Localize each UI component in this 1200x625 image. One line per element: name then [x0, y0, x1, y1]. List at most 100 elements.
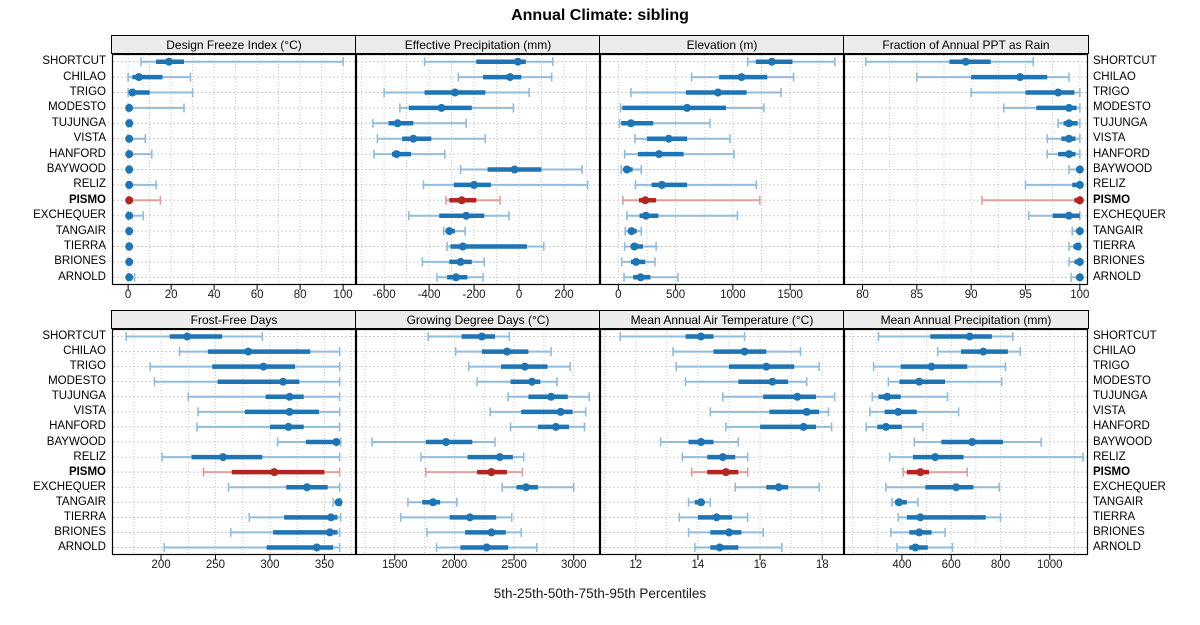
- median-dot: [442, 438, 451, 446]
- median-dot: [506, 73, 515, 82]
- site-series: [421, 257, 485, 267]
- site-label-left: PISMO: [68, 465, 106, 478]
- median-dot: [1075, 273, 1084, 282]
- site-label-right: BAYWOOD: [1093, 435, 1153, 448]
- site-series: [721, 392, 836, 402]
- median-dot: [477, 332, 486, 341]
- panel-title: Fraction of Annual PPT as Rain: [882, 37, 1050, 52]
- site-series: [435, 542, 538, 552]
- site-series: [1046, 134, 1081, 144]
- site-series: [149, 362, 341, 372]
- median-dot: [482, 543, 491, 552]
- median-dot: [259, 362, 268, 371]
- median-dot: [457, 196, 466, 205]
- x-tick-label: 95: [1019, 289, 1032, 301]
- site-series: [227, 482, 341, 492]
- site-series: [445, 195, 501, 205]
- median-dot: [916, 468, 925, 477]
- panel-title: Growing Degree Days (°C): [406, 312, 550, 327]
- x-tick-label: 85: [910, 289, 924, 301]
- x-tick-label: 60: [250, 289, 264, 301]
- panel-title: Effective Precipitation (mm): [404, 37, 552, 52]
- panel-border: [111, 328, 357, 556]
- site-series: [619, 103, 765, 113]
- x-tick-label: 16: [753, 559, 767, 571]
- site-label-left: CHILAO: [63, 70, 106, 83]
- site-series: [709, 407, 830, 417]
- median-dot: [334, 498, 343, 507]
- site-series: [902, 467, 969, 477]
- site-series: [865, 422, 924, 432]
- median-dot: [1073, 242, 1082, 251]
- median-dot: [325, 528, 334, 537]
- site-series: [885, 482, 1001, 492]
- site-label-left: BRIONES: [54, 525, 106, 538]
- site-label-left: TUJUNGA: [51, 116, 106, 129]
- site-series: [332, 497, 343, 507]
- site-series: [501, 482, 575, 492]
- x-tick-label: 12: [629, 559, 643, 571]
- site-series: [690, 467, 749, 477]
- median-dot: [1075, 165, 1084, 174]
- median-dot: [128, 88, 137, 97]
- site-series: [890, 527, 946, 537]
- median-dot: [458, 242, 467, 251]
- median-dot: [881, 422, 890, 431]
- site-series: [687, 497, 712, 507]
- site-label-left: TUJUNGA: [51, 390, 106, 403]
- median-dot: [1075, 180, 1084, 189]
- median-dot: [445, 227, 454, 236]
- median-dot: [437, 103, 446, 112]
- median-dot: [915, 377, 924, 386]
- site-label-right: BRIONES: [1093, 255, 1145, 268]
- site-series: [871, 392, 949, 402]
- median-dot: [968, 438, 977, 446]
- site-series: [163, 542, 341, 552]
- median-dot: [502, 347, 511, 356]
- site-label-left: BAYWOOD: [46, 435, 106, 448]
- median-dot: [125, 180, 134, 189]
- median-dot: [712, 513, 721, 522]
- median-dot: [1075, 227, 1084, 236]
- site-series: [734, 482, 820, 492]
- site-series: [383, 88, 530, 97]
- median-dot: [715, 543, 724, 552]
- median-dot: [721, 468, 730, 477]
- site-series: [981, 195, 1084, 205]
- site-series: [408, 211, 510, 221]
- x-tick-label: 600: [941, 559, 961, 571]
- x-tick-label: 2000: [441, 559, 468, 571]
- median-dot: [927, 362, 936, 371]
- site-series: [684, 377, 808, 387]
- median-dot: [312, 543, 321, 552]
- site-series: [1027, 211, 1081, 221]
- site-label-right: TANGAIR: [1093, 495, 1144, 508]
- x-tick-label: 350: [314, 559, 334, 571]
- panel-plot: [599, 328, 845, 560]
- site-series: [887, 377, 1003, 387]
- site-label-right: PISMO: [1093, 465, 1131, 478]
- site-label-left: RELIZ: [73, 450, 106, 463]
- site-series: [125, 332, 264, 342]
- site-series: [125, 242, 134, 251]
- site-label-left: EXCHEQUER: [33, 209, 106, 222]
- site-series: [125, 165, 134, 174]
- site-label-left: BRIONES: [54, 255, 106, 268]
- median-dot: [740, 347, 749, 356]
- site-label-right: HANFORD: [1093, 147, 1150, 160]
- median-dot: [952, 483, 961, 492]
- site-label-left: HANFORD: [49, 147, 106, 160]
- median-dot: [767, 57, 776, 66]
- site-series: [694, 542, 783, 552]
- site-series: [970, 88, 1081, 97]
- panel-strip: Growing Degree Days (°C): [355, 310, 601, 329]
- median-dot: [774, 483, 783, 492]
- site-series: [467, 362, 571, 372]
- median-dot: [487, 528, 496, 537]
- site-series: [618, 118, 711, 128]
- median-dot: [125, 227, 134, 236]
- site-series: [507, 392, 591, 402]
- median-dot: [654, 150, 663, 159]
- site-series: [888, 452, 1084, 462]
- site-label-right: BRIONES: [1093, 525, 1145, 538]
